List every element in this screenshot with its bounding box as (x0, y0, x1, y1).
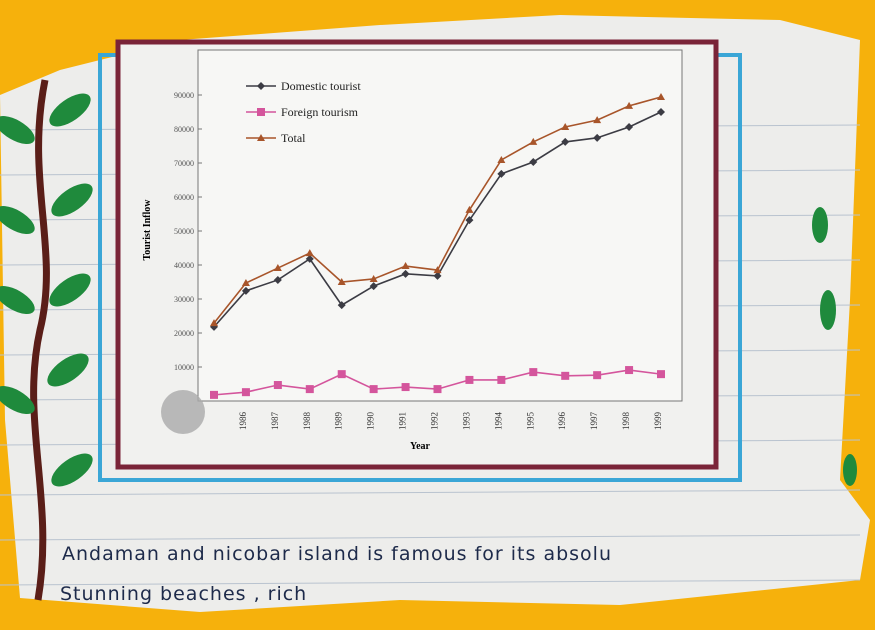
marker (338, 370, 346, 378)
legend-label: Total (281, 131, 306, 145)
lens-icon[interactable] (161, 390, 205, 434)
x-tick-label: 1990 (366, 412, 376, 431)
y-tick-label: 50000 (174, 227, 194, 236)
y-axis-label: Tourist Inflow (142, 199, 153, 261)
marker (529, 368, 537, 376)
x-tick-label: 1993 (461, 412, 471, 431)
marker (465, 376, 473, 384)
marker (434, 385, 442, 393)
x-tick-label: 1995 (525, 412, 535, 431)
x-tick-label: 1997 (589, 412, 599, 431)
note-line: Stunning beaches , rich (60, 583, 307, 605)
x-tick-label: 1988 (302, 412, 312, 431)
x-tick-label: 1986 (238, 412, 248, 431)
y-tick-label: 80000 (174, 125, 194, 134)
note-line: Andaman and nicobar island is famous for… (62, 543, 612, 565)
marker (242, 388, 250, 396)
x-tick-label: 1989 (334, 412, 344, 431)
y-tick-label: 10000 (174, 363, 194, 372)
marker (402, 383, 410, 391)
marker (625, 366, 633, 374)
x-tick-label: 1994 (493, 412, 503, 431)
x-tick-label: 1996 (557, 412, 567, 431)
marker (370, 385, 378, 393)
marker (561, 372, 569, 380)
marker (497, 376, 505, 384)
y-tick-label: 40000 (174, 261, 194, 270)
x-tick-label: 1992 (430, 412, 440, 430)
marker (306, 385, 314, 393)
x-tick-label: 1991 (398, 412, 408, 430)
marker (257, 108, 265, 116)
legend-label: Foreign tourism (281, 105, 359, 119)
y-tick-label: 60000 (174, 193, 194, 202)
marker (657, 370, 665, 378)
y-tick-label: 30000 (174, 295, 194, 304)
y-tick-label: 20000 (174, 329, 194, 338)
marker (593, 371, 601, 379)
marker (210, 391, 218, 399)
x-tick-label: 1998 (621, 412, 631, 431)
plot-frame (198, 50, 682, 401)
x-axis-label: Year (410, 441, 431, 452)
y-tick-label: 90000 (174, 91, 194, 100)
page: Tourist Inflow Year Andaman and nicobar … (0, 0, 875, 630)
x-tick-label: 1999 (653, 412, 663, 431)
legend-label: Domestic tourist (281, 79, 361, 93)
x-tick-label: 1987 (270, 412, 280, 431)
y-tick-label: 70000 (174, 159, 194, 168)
marker (274, 381, 282, 389)
